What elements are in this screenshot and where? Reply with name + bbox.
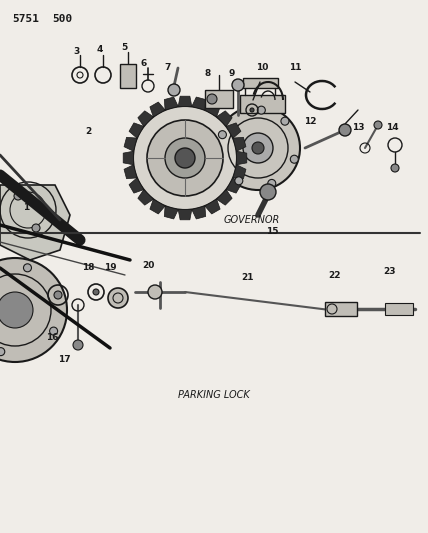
Text: 19: 19 — [104, 263, 116, 272]
Circle shape — [391, 164, 399, 172]
Text: 21: 21 — [242, 273, 254, 282]
Text: 22: 22 — [329, 271, 341, 279]
Text: 9: 9 — [229, 69, 235, 78]
Text: 20: 20 — [142, 261, 154, 270]
Text: GOVERNOR: GOVERNOR — [224, 215, 280, 225]
Circle shape — [93, 289, 99, 295]
Polygon shape — [178, 96, 192, 107]
Circle shape — [243, 133, 273, 163]
Text: 5: 5 — [121, 44, 127, 52]
Text: 14: 14 — [386, 124, 398, 133]
Polygon shape — [129, 178, 144, 193]
Circle shape — [73, 340, 83, 350]
Circle shape — [339, 124, 351, 136]
Bar — [243, 78, 278, 88]
Bar — [205, 90, 233, 108]
Circle shape — [268, 180, 276, 188]
Text: 6: 6 — [141, 60, 147, 69]
Circle shape — [0, 292, 33, 328]
Bar — [120, 64, 136, 88]
Circle shape — [133, 106, 237, 210]
Bar — [385, 303, 413, 315]
Polygon shape — [164, 206, 178, 219]
Circle shape — [24, 264, 32, 272]
Circle shape — [257, 106, 265, 114]
Circle shape — [108, 288, 128, 308]
Text: 12: 12 — [304, 117, 316, 126]
Text: 11: 11 — [289, 63, 301, 72]
Circle shape — [32, 224, 40, 232]
Polygon shape — [217, 190, 232, 205]
Circle shape — [168, 84, 180, 96]
Text: 2: 2 — [85, 127, 91, 136]
Polygon shape — [192, 206, 206, 219]
Circle shape — [260, 184, 276, 200]
Circle shape — [175, 148, 195, 168]
Circle shape — [0, 348, 5, 356]
Polygon shape — [150, 199, 165, 214]
Polygon shape — [138, 190, 153, 205]
Polygon shape — [205, 102, 220, 117]
Circle shape — [374, 121, 382, 129]
Bar — [325, 302, 357, 316]
Polygon shape — [178, 209, 192, 220]
Circle shape — [14, 192, 22, 200]
Circle shape — [252, 142, 264, 154]
Polygon shape — [123, 151, 134, 165]
Circle shape — [54, 291, 62, 299]
Text: 15: 15 — [266, 228, 278, 237]
Circle shape — [148, 285, 162, 299]
Text: PARKING LOCK: PARKING LOCK — [178, 390, 250, 400]
Circle shape — [218, 131, 226, 139]
Text: 18: 18 — [82, 263, 94, 272]
Text: 1: 1 — [23, 204, 29, 213]
Circle shape — [147, 120, 223, 196]
Polygon shape — [124, 165, 137, 179]
Polygon shape — [233, 138, 246, 151]
Text: 23: 23 — [384, 268, 396, 277]
Circle shape — [165, 138, 205, 178]
Polygon shape — [0, 185, 70, 260]
Polygon shape — [226, 178, 241, 193]
Text: 3: 3 — [74, 47, 80, 56]
Circle shape — [50, 327, 58, 335]
Text: 17: 17 — [58, 356, 70, 365]
Circle shape — [232, 79, 244, 91]
Polygon shape — [217, 111, 232, 126]
Text: 8: 8 — [205, 69, 211, 78]
Polygon shape — [205, 199, 220, 214]
Text: 5751: 5751 — [12, 14, 39, 24]
Polygon shape — [129, 123, 144, 138]
Polygon shape — [226, 123, 241, 138]
Circle shape — [235, 177, 243, 185]
Polygon shape — [124, 138, 137, 151]
Text: 7: 7 — [165, 63, 171, 72]
Circle shape — [216, 106, 300, 190]
Polygon shape — [192, 97, 206, 110]
Text: 500: 500 — [52, 14, 72, 24]
Text: 13: 13 — [352, 124, 364, 133]
Polygon shape — [150, 102, 165, 117]
Polygon shape — [237, 151, 247, 165]
Bar — [240, 95, 285, 113]
Circle shape — [290, 155, 298, 163]
Circle shape — [0, 258, 67, 362]
Text: 10: 10 — [256, 63, 268, 72]
Text: 4: 4 — [97, 45, 103, 54]
Polygon shape — [164, 97, 178, 110]
Circle shape — [207, 94, 217, 104]
Text: 16: 16 — [46, 334, 58, 343]
Polygon shape — [233, 165, 246, 179]
Polygon shape — [138, 111, 153, 126]
Circle shape — [250, 108, 254, 112]
Circle shape — [281, 117, 289, 125]
